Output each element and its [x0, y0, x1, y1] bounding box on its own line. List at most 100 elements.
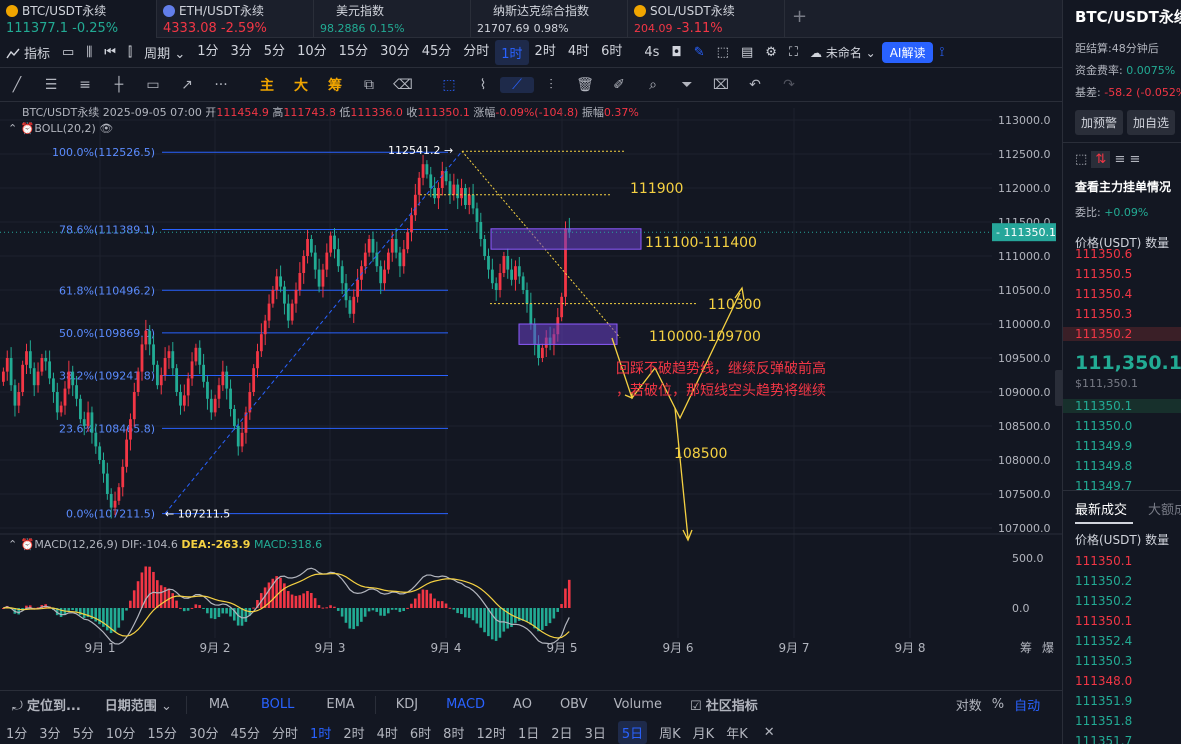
- big-trades-tab[interactable]: 大额成交: [1148, 503, 1181, 518]
- select-icon[interactable]: ⬚: [442, 76, 456, 93]
- trendline-tool-icon[interactable]: ╱: [12, 76, 22, 93]
- orderbook-row[interactable]: 111350.5: [1075, 267, 1133, 281]
- ind-kdj[interactable]: KDJ: [395, 697, 419, 712]
- bottom-interval-13[interactable]: 12时: [476, 726, 506, 742]
- macd-collapse-icon[interactable]: ⌃: [8, 538, 18, 551]
- fib-tool-icon[interactable]: ⟋: [500, 76, 534, 93]
- orderbook-row[interactable]: 111349.7: [1075, 479, 1133, 493]
- bottom-interval-1[interactable]: 3分: [39, 726, 61, 742]
- cloud-save-dropdown[interactable]: ☁ 未命名 ⌄: [810, 46, 876, 60]
- horizontal-ray-icon[interactable]: ☰: [44, 76, 58, 93]
- add-tab-icon[interactable]: +: [792, 6, 808, 27]
- interval-2[interactable]: 5分: [263, 44, 286, 59]
- ind-ao[interactable]: AO: [513, 697, 532, 712]
- fullscreen-icon[interactable]: ⛶: [788, 45, 798, 60]
- interval-6[interactable]: 45分: [421, 44, 452, 59]
- filter-icon[interactable]: ⏷: [681, 76, 693, 93]
- locate-button[interactable]: ⤾ 定位到...: [12, 699, 81, 714]
- depth-title[interactable]: 查看主力挂单情况: [1075, 180, 1172, 194]
- ai-interpret-button[interactable]: AI解读: [881, 42, 934, 63]
- collapse-icon[interactable]: ⌃: [8, 122, 18, 135]
- bottom-interval-18[interactable]: 周K: [659, 726, 681, 742]
- calendar-icon[interactable]: ▭: [62, 45, 75, 60]
- bottom-interval-17[interactable]: 5日: [617, 720, 648, 744]
- interval-4[interactable]: 15分: [338, 44, 369, 59]
- cross-line-icon[interactable]: ┼: [114, 76, 124, 93]
- layout-icon[interactable]: ⫼: [86, 45, 93, 60]
- candle-type-icon[interactable]: ⫿: [128, 45, 133, 60]
- orderbook-row[interactable]: 111350.6: [1075, 247, 1133, 261]
- close-icon[interactable]: ✕: [763, 724, 775, 740]
- latest-trades-tab[interactable]: 最新成交: [1075, 503, 1128, 518]
- ind-ma[interactable]: MA: [208, 697, 229, 712]
- note-icon[interactable]: ✐: [613, 76, 625, 93]
- more-tools-icon[interactable]: ···: [214, 76, 228, 93]
- share-icon[interactable]: ⟟: [939, 45, 945, 60]
- bottom-interval-19[interactable]: 月K: [692, 726, 715, 742]
- rectangle-tool-icon[interactable]: ▭: [146, 76, 160, 93]
- orderbook-row[interactable]: 111350.0: [1075, 419, 1133, 433]
- log-scale-button[interactable]: 对数: [955, 699, 982, 714]
- pattern-icon[interactable]: ⫶: [549, 76, 553, 93]
- date-range-dropdown[interactable]: 日期范围 ⌄: [104, 699, 172, 714]
- orderbook-row[interactable]: 111349.8: [1075, 459, 1133, 473]
- ind-volume[interactable]: Volume: [613, 697, 662, 712]
- brush-icon[interactable]: ⌇: [479, 76, 487, 93]
- ind-ema[interactable]: EMA: [326, 697, 355, 712]
- pen-icon[interactable]: ✎: [693, 45, 705, 60]
- bottom-interval-6[interactable]: 45分: [230, 726, 261, 742]
- eye-icon[interactable]: 👁: [99, 122, 114, 135]
- ind-obv[interactable]: OBV: [559, 697, 588, 712]
- percent-scale-button[interactable]: %: [991, 697, 1005, 712]
- template-icon[interactable]: ▤: [740, 45, 754, 60]
- settings-gear-icon[interactable]: ⚙: [765, 45, 777, 60]
- macd-alarm-icon[interactable]: ⏰: [20, 538, 35, 551]
- redo-icon[interactable]: ↷: [783, 76, 795, 93]
- orderbook-row[interactable]: 111350.3: [1075, 307, 1133, 321]
- parallel-channel-icon[interactable]: ≡: [79, 76, 91, 93]
- replay-icon[interactable]: ⏮: [104, 45, 116, 60]
- interval-0[interactable]: 1分: [197, 44, 219, 59]
- bottom-interval-2[interactable]: 5分: [72, 726, 94, 742]
- camera-icon[interactable]: ◘: [671, 45, 682, 60]
- interval-1[interactable]: 3分: [230, 44, 252, 59]
- chip-button[interactable]: 筹: [328, 77, 342, 94]
- magnet-icon[interactable]: ⧉: [364, 76, 374, 93]
- ind-boll[interactable]: BOLL: [260, 697, 295, 712]
- arrow-tool-icon[interactable]: ↗: [181, 76, 193, 93]
- bottom-interval-8[interactable]: 1时: [310, 726, 332, 742]
- boll-label[interactable]: BOLL(20,2): [34, 122, 96, 135]
- bottom-interval-10[interactable]: 4时: [376, 726, 398, 742]
- screenshot-icon[interactable]: ⬚: [716, 45, 729, 60]
- interval-10[interactable]: 4时: [567, 44, 590, 59]
- community-indicators[interactable]: ☑ 社区指标: [689, 699, 758, 714]
- interval-11[interactable]: 6时: [601, 44, 623, 59]
- bottom-interval-14[interactable]: 1日: [518, 726, 540, 742]
- symbol-tab[interactable]: SOL/USDT永续 204.09 -3.11%: [628, 0, 785, 38]
- symbol-tab[interactable]: 纳斯达克综合指数 21707.69 0.98%: [471, 0, 628, 38]
- add-watchlist-button[interactable]: 加自选: [1127, 110, 1176, 135]
- symbol-tab[interactable]: BTC/USDT永续 111377.1 -0.25%: [0, 0, 157, 38]
- price-chart[interactable]: 113000.0112500.0112000.0111500.0111000.0…: [0, 108, 1062, 688]
- symbol-tab[interactable]: ETH/USDT永续 4333.08 -2.59%: [157, 0, 314, 38]
- depth-mode-icons[interactable]: ⬚ ⇅ ≡ ≡: [1075, 151, 1141, 168]
- add-alert-button[interactable]: 加预警: [1075, 110, 1124, 135]
- macd-label[interactable]: MACD(12,26,9): [34, 538, 118, 551]
- seconds-button[interactable]: 4s: [644, 45, 660, 60]
- big-order-button[interactable]: 大: [294, 77, 308, 94]
- interval-9[interactable]: 2时: [534, 44, 556, 59]
- auto-scale-button[interactable]: 自动: [1014, 699, 1041, 714]
- orderbook-row[interactable]: 111350.4: [1075, 287, 1133, 301]
- eraser-icon[interactable]: ⌫: [393, 76, 413, 93]
- bottom-interval-12[interactable]: 8时: [443, 726, 465, 742]
- interval-5[interactable]: 30分: [380, 44, 410, 59]
- orderbook-row[interactable]: 111350.2: [1063, 327, 1181, 341]
- bottom-interval-11[interactable]: 6时: [409, 726, 432, 742]
- bottom-interval-4[interactable]: 15分: [147, 726, 177, 742]
- indicators-button[interactable]: 指标: [0, 43, 56, 62]
- period-dropdown[interactable]: 周期 ⌄: [144, 47, 186, 62]
- bottom-interval-5[interactable]: 30分: [188, 726, 219, 742]
- delete-icon[interactable]: 🗑: [576, 76, 594, 93]
- panel-collapse-handle[interactable]: [1055, 370, 1063, 406]
- bottom-interval-20[interactable]: 年K: [726, 726, 748, 742]
